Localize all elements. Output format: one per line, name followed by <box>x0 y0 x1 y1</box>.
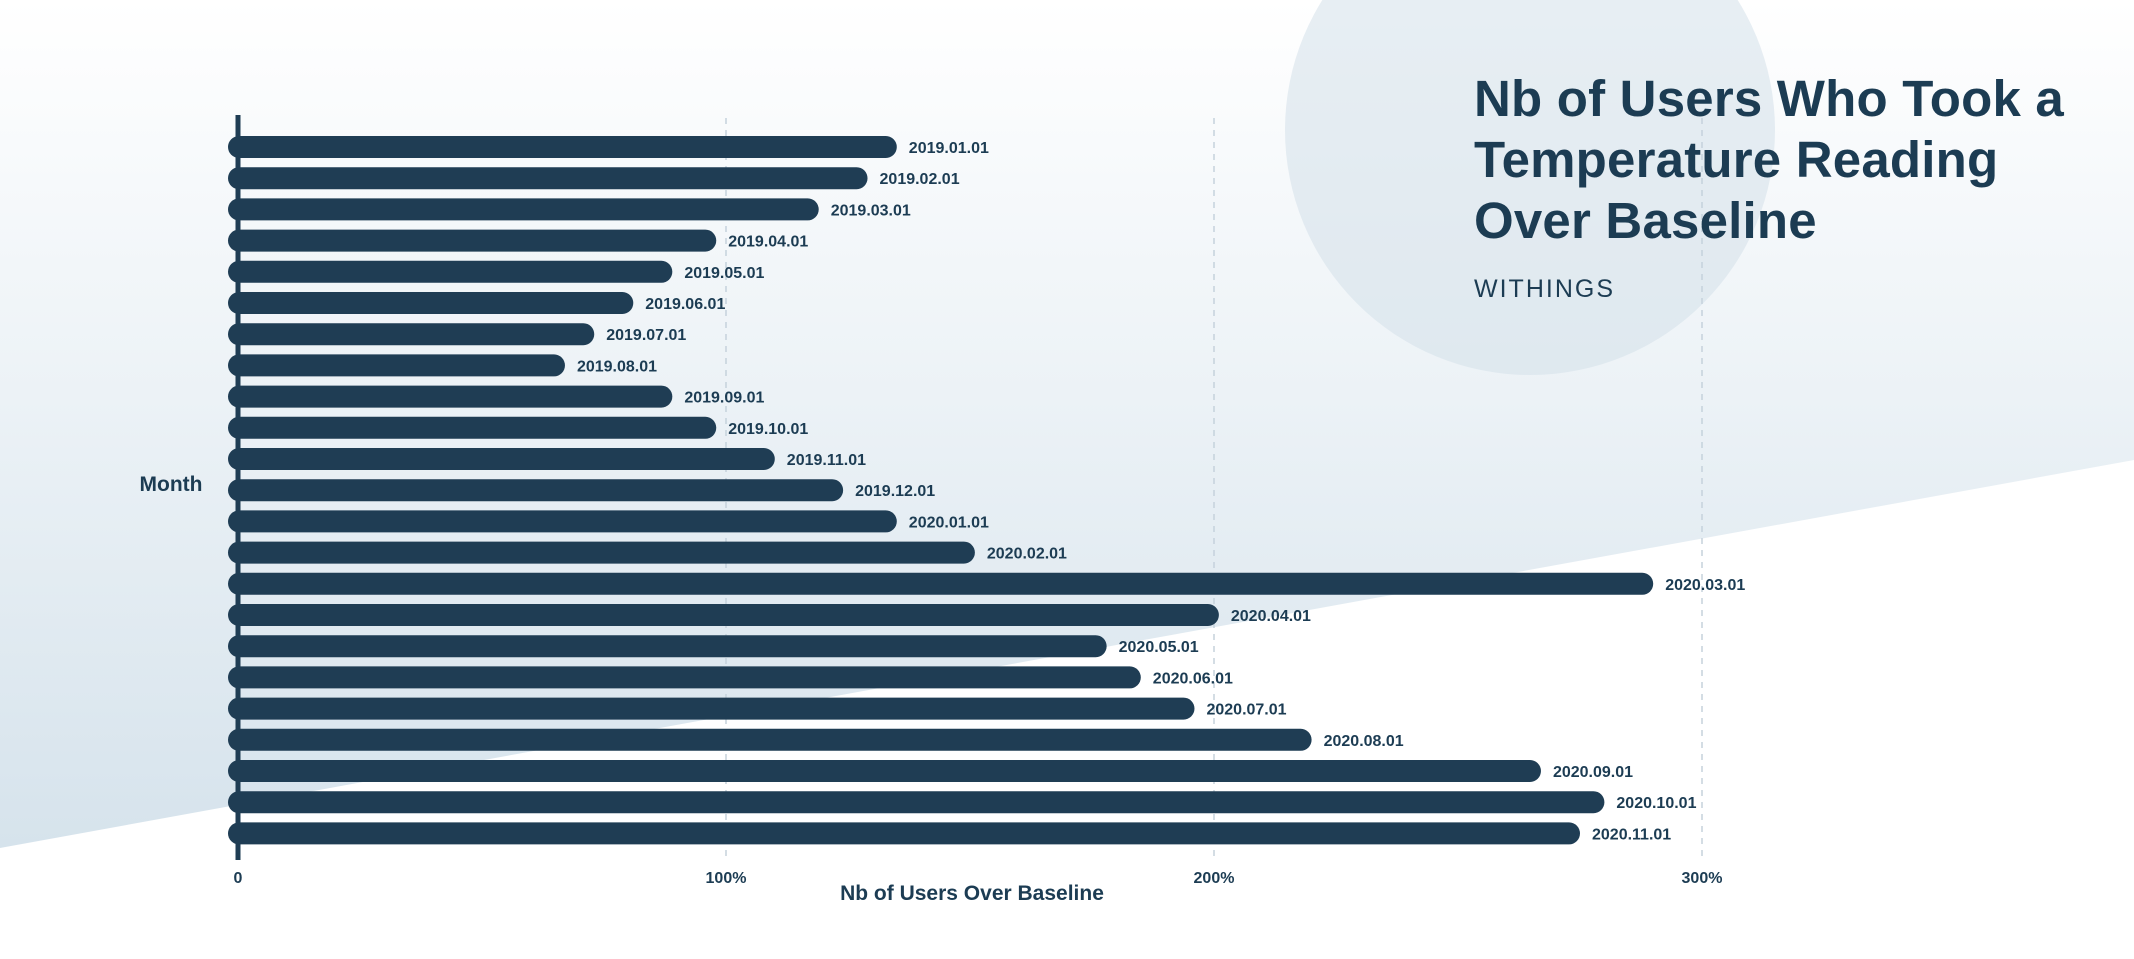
bar-label: 2019.07.01 <box>606 327 686 344</box>
bar <box>228 728 1312 751</box>
background-circle <box>1285 0 1775 375</box>
bar-label: 2020.01.01 <box>909 514 989 531</box>
bar <box>228 448 775 470</box>
bar <box>228 666 1141 689</box>
bar <box>228 541 975 564</box>
x-axis-title: Nb of Users Over Baseline <box>840 882 1104 905</box>
bar-label: 2020.03.01 <box>1665 577 1745 594</box>
bar-label: 2019.02.01 <box>880 171 960 188</box>
bar-label: 2020.07.01 <box>1206 702 1286 719</box>
bar-label: 2020.11.01 <box>1592 826 1671 843</box>
bar-label: 2020.04.01 <box>1231 608 1311 625</box>
bar-label: 2019.05.01 <box>684 265 764 282</box>
bar <box>228 791 1605 814</box>
bar <box>228 416 717 439</box>
bar <box>228 260 673 283</box>
bar-label: 2019.01.01 <box>909 140 989 157</box>
bar <box>228 822 1580 845</box>
bar-label: 2020.10.01 <box>1616 795 1696 812</box>
bar-label: 2019.06.01 <box>645 296 725 313</box>
x-tick-label: 100% <box>706 870 747 887</box>
bar-label: 2020.08.01 <box>1324 733 1404 750</box>
bar <box>228 760 1541 782</box>
bar <box>228 229 717 252</box>
bar <box>228 604 1219 626</box>
bar <box>228 572 1654 595</box>
x-tick-label: 300% <box>1682 870 1723 887</box>
bar <box>228 354 565 377</box>
bar-label: 2020.06.01 <box>1153 670 1233 687</box>
bar <box>228 697 1195 720</box>
chart-source: WITHINGS <box>1474 275 1615 303</box>
bar-label: 2019.04.01 <box>728 234 808 251</box>
bar-label: 2019.10.01 <box>728 421 808 438</box>
title-block: Nb of Users Who Took a Temperature Readi… <box>1474 68 2094 304</box>
chart-title: Nb of Users Who Took a Temperature Readi… <box>1474 70 2064 249</box>
bar-label: 2019.09.01 <box>684 390 764 407</box>
bar <box>228 385 673 408</box>
bar-label: 2019.12.01 <box>855 483 935 500</box>
bar-label: 2019.11.01 <box>787 452 866 469</box>
bar-label: 2019.08.01 <box>577 358 657 375</box>
bar <box>228 198 819 221</box>
x-tick-label: 200% <box>1194 870 1235 887</box>
bar <box>228 292 634 314</box>
x-tick-label: 0 <box>234 870 243 887</box>
bar-label: 2020.05.01 <box>1119 639 1199 656</box>
bar <box>228 323 595 346</box>
bar <box>228 167 868 190</box>
bar <box>228 510 897 533</box>
bar-label: 2019.03.01 <box>831 202 911 219</box>
y-axis-title: Month <box>140 473 203 496</box>
bar <box>228 479 844 502</box>
bar-label: 2020.09.01 <box>1553 764 1633 781</box>
bar <box>228 635 1107 658</box>
bar <box>228 136 897 158</box>
bar-label: 2020.02.01 <box>987 546 1067 563</box>
